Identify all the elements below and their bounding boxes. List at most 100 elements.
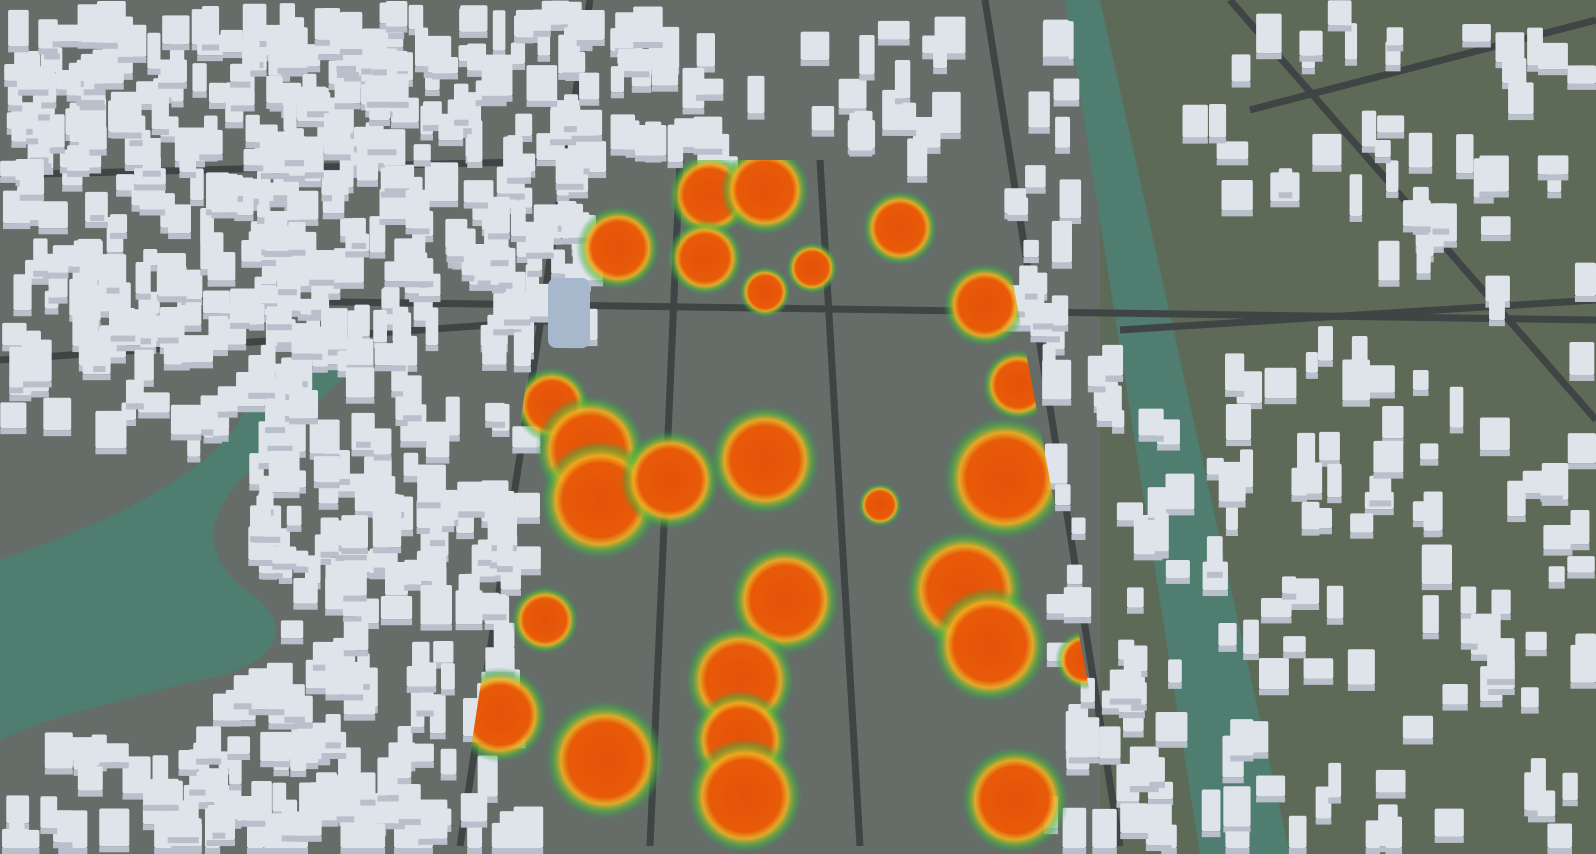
building <box>1489 280 1505 327</box>
heatmap-layer <box>455 160 1115 854</box>
building-wall <box>493 329 522 336</box>
building-wall <box>233 703 252 710</box>
building-wall <box>208 103 226 110</box>
building <box>1420 443 1439 466</box>
building <box>403 452 419 483</box>
building-wall <box>217 411 238 418</box>
building-wall <box>1051 262 1072 269</box>
building-roof <box>429 515 446 541</box>
building-roof <box>513 332 531 367</box>
building <box>1165 559 1190 584</box>
building-wall <box>281 835 298 842</box>
building-roof <box>170 404 202 435</box>
building-wall <box>266 102 283 109</box>
building-roof <box>331 186 345 214</box>
building <box>351 217 366 249</box>
building-wall <box>1350 532 1374 539</box>
building-wall <box>381 308 398 315</box>
building-wall <box>403 415 422 422</box>
building-wall <box>336 816 355 823</box>
building-wall <box>1347 684 1375 691</box>
building-wall <box>314 559 332 566</box>
building <box>1449 386 1464 434</box>
building-wall <box>14 138 38 145</box>
building <box>453 83 469 126</box>
building <box>667 124 684 169</box>
building-wall <box>335 555 367 562</box>
building-wall <box>99 762 129 769</box>
building <box>373 309 387 349</box>
building-roof <box>1299 30 1323 56</box>
building-wall <box>409 296 441 303</box>
building <box>418 799 448 845</box>
building-wall <box>79 104 106 111</box>
building-roof <box>268 450 300 493</box>
building-roof <box>211 173 238 213</box>
building <box>1051 295 1069 332</box>
building-wall <box>515 37 534 44</box>
road <box>1119 296 1596 334</box>
building-roof <box>515 9 534 38</box>
building <box>179 155 196 179</box>
building-wall <box>1270 201 1300 208</box>
building <box>693 116 723 155</box>
building <box>157 316 179 344</box>
building-wall <box>838 108 867 115</box>
building-roof <box>277 257 297 290</box>
building-roof <box>441 498 455 527</box>
building-wall <box>631 86 652 93</box>
building-wall <box>207 280 236 287</box>
building-wall <box>8 46 29 53</box>
building-wall <box>225 122 244 129</box>
building-wall <box>1096 421 1122 428</box>
building-roof <box>147 32 161 69</box>
building <box>1328 762 1342 804</box>
building-roof <box>1028 91 1050 128</box>
building-roof <box>406 666 422 687</box>
building-roof <box>510 42 526 64</box>
building <box>1315 786 1332 825</box>
building-wall <box>284 716 305 723</box>
building-wall <box>236 406 266 413</box>
building-wall <box>498 282 513 289</box>
building-wall <box>257 217 270 224</box>
building-wall <box>492 50 506 57</box>
building <box>1344 23 1358 66</box>
building-roof <box>1349 174 1363 216</box>
building-wall <box>1364 509 1394 516</box>
building <box>1374 140 1391 164</box>
building-wall <box>9 395 32 402</box>
building <box>67 145 90 177</box>
building-roof <box>859 34 875 75</box>
building-roof <box>1386 160 1399 193</box>
building-roof <box>416 689 434 711</box>
building-roof <box>1066 564 1083 585</box>
building-roof <box>19 177 45 195</box>
building-roof <box>375 799 405 824</box>
building-roof <box>504 291 531 320</box>
building <box>260 731 292 768</box>
building-wall <box>429 733 446 740</box>
building-wall <box>410 726 425 733</box>
building-wall <box>1460 613 1477 620</box>
building-wall <box>488 233 510 240</box>
building-roof <box>1502 57 1527 84</box>
building-wall <box>440 689 455 696</box>
building-wall <box>576 39 605 46</box>
building-wall <box>429 540 446 547</box>
building-wall <box>1369 500 1392 507</box>
building-wall <box>1491 614 1511 621</box>
building-roof <box>1365 820 1380 848</box>
building-roof <box>1102 344 1124 376</box>
building-roof <box>1155 712 1188 742</box>
building-wall <box>291 353 323 360</box>
building-roof <box>1165 559 1190 578</box>
building-wall <box>1301 529 1320 536</box>
building <box>1092 808 1117 854</box>
building <box>441 498 455 533</box>
building-roof <box>77 766 103 791</box>
building <box>49 114 65 154</box>
building <box>1256 13 1282 60</box>
